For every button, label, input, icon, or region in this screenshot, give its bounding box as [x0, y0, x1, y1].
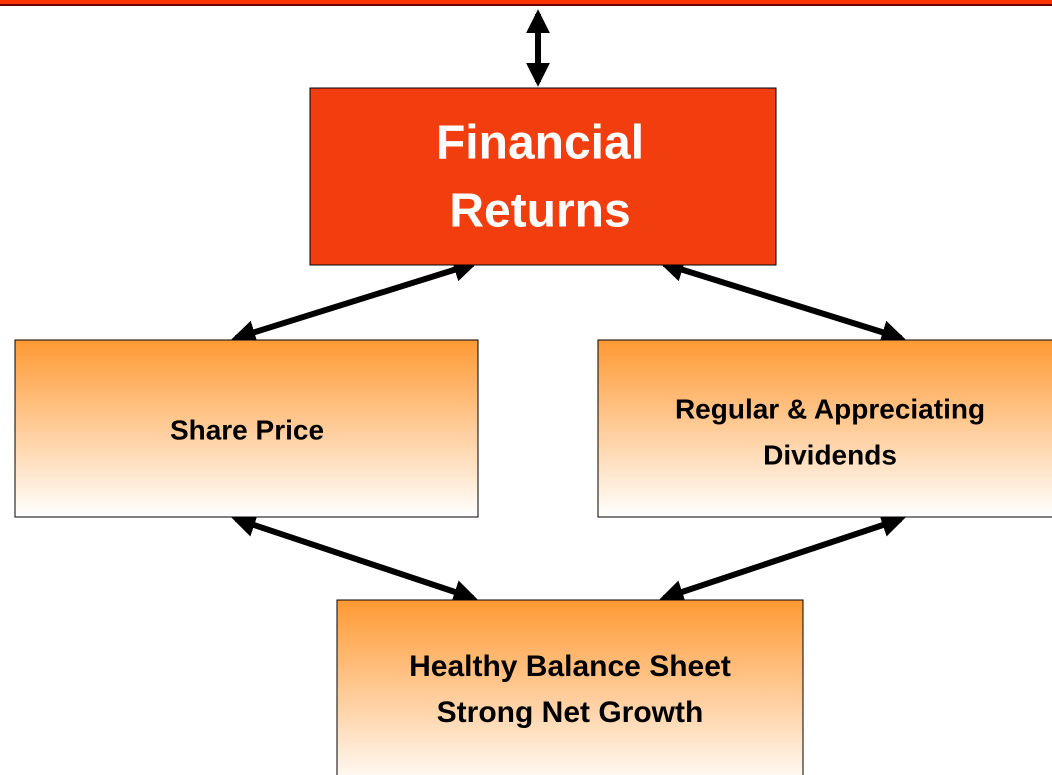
node-box [336, 599, 804, 775]
node-label: Healthy Balance Sheet [409, 650, 731, 683]
arrow [659, 258, 906, 344]
node-label: Strong Net Growth [437, 696, 704, 729]
top-band [0, 0, 1052, 4]
arrow [231, 513, 478, 604]
node-box [597, 339, 1052, 518]
node-label: Share Price [170, 414, 324, 445]
node-label: Dividends [763, 439, 897, 470]
node-box [14, 339, 479, 518]
node-label: Regular & Appreciating [675, 393, 985, 424]
arrow [659, 513, 906, 604]
node-label: Financial [436, 117, 644, 170]
arrows [231, 9, 906, 604]
node-box [309, 87, 777, 266]
arrow [231, 258, 478, 344]
node-label: Returns [449, 185, 630, 238]
